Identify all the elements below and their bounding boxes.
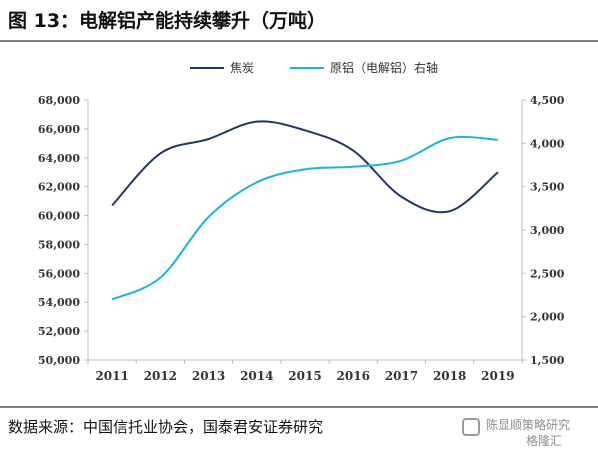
watermark: 陈显顺策略研究 格隆汇 (462, 412, 596, 448)
left-tick-label: 50,000 (38, 354, 80, 367)
right-tick-label: 1,500 (530, 354, 565, 367)
left-tick-label: 64,000 (38, 152, 80, 165)
chart-axes: 50,000 52,000 54,000 56,000 58,000 60,000 62,0… (38, 94, 565, 383)
series-line-2 (111, 135, 498, 301)
watermark-logo-icon (462, 418, 480, 436)
chart-legend: 焦炭 原铝（电解铝）右轴 (190, 60, 438, 75)
x-tick-label: 2012 (144, 369, 177, 383)
legend-label-2: 原铝（电解铝）右轴 (330, 60, 438, 75)
right-tick-label: 2,000 (530, 311, 565, 324)
x-tick-label: 2018 (433, 369, 466, 383)
x-tick-label: 2013 (192, 369, 225, 383)
right-tick-label: 4,500 (530, 94, 565, 107)
series-line-1 (111, 120, 499, 214)
x-tick-label: 2017 (385, 369, 418, 383)
source-note: 数据来源：中国信托业协会，国泰君安证券研究 (8, 418, 324, 436)
x-tick-label: 2019 (481, 369, 514, 383)
left-tick-label: 58,000 (38, 238, 80, 251)
line-chart: 焦炭 原铝（电解铝）右轴 50,000 52,000 54,000 56,000 58,0… (38, 60, 565, 383)
legend-label-1: 焦炭 (230, 61, 254, 75)
chart-series (111, 120, 499, 301)
right-tick-label: 3,000 (530, 224, 565, 237)
figure-title: 图 13：电解铝产能持续攀升（万吨） (8, 10, 327, 32)
left-tick-label: 68,000 (38, 94, 80, 107)
x-tick-label: 2014 (240, 369, 273, 383)
right-tick-label: 4,000 (530, 137, 565, 150)
left-tick-label: 56,000 (38, 267, 80, 280)
title-divider (0, 40, 598, 42)
x-tick-label: 2015 (288, 369, 321, 383)
left-tick-label: 52,000 (38, 325, 80, 338)
source-divider (0, 406, 598, 408)
right-tick-label: 2,500 (530, 267, 565, 280)
watermark-text: 陈显顺策略研究 (486, 418, 571, 432)
watermark-brand: 格隆汇 (526, 434, 563, 448)
right-tick-label: 3,500 (530, 181, 565, 194)
x-tick-label: 2016 (337, 369, 370, 383)
left-tick-label: 54,000 (38, 296, 80, 309)
left-tick-label: 66,000 (38, 123, 80, 136)
left-tick-label: 62,000 (38, 181, 80, 194)
x-tick-label: 2011 (95, 369, 128, 383)
left-tick-label: 60,000 (38, 210, 80, 223)
